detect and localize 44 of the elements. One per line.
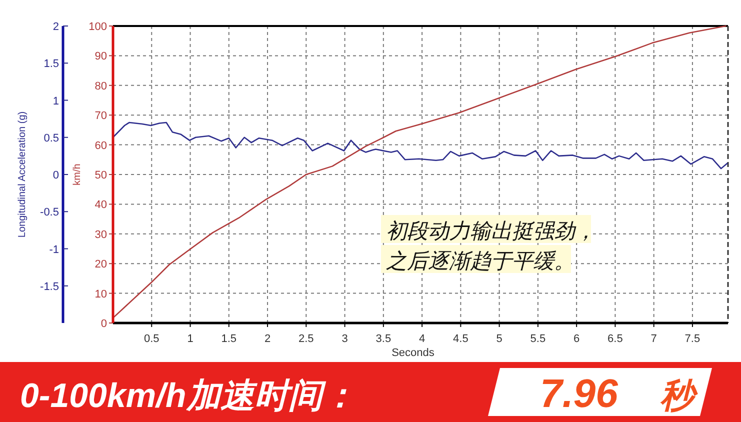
text: 7.96	[540, 372, 619, 416]
y2-tick-label: 70	[94, 110, 107, 122]
text: 秒	[660, 377, 698, 415]
y2-tick-label: 10	[94, 288, 107, 300]
x-tick-label: 6.5	[608, 333, 623, 345]
text: 0-100km/h加速时间：	[20, 377, 356, 415]
x-tick-label: 2	[264, 333, 271, 345]
y-tick-label: 0.5	[44, 132, 59, 144]
x-tick-label: 4	[418, 333, 426, 345]
y-tick-label: -1	[49, 244, 59, 256]
y2-tick-label: 50	[94, 170, 107, 182]
line-series	[112, 122, 728, 170]
x-tick-label: 5.5	[530, 333, 546, 345]
y2-tick-label: 30	[94, 228, 107, 241]
line-series	[112, 25, 726, 319]
annotation: 初段动力输出挺强劲，	[386, 220, 596, 243]
y-tick-label: 0	[52, 170, 59, 182]
x-tick-label: 6	[574, 333, 580, 345]
y-axis-title: Longitudinal Acceleration (g)	[17, 111, 28, 238]
annotation: 之后逐渐趋于平缓。	[386, 250, 575, 273]
y2-tick-label: 100	[88, 21, 107, 33]
y2-axis-title: km/h	[72, 164, 83, 186]
y2-tick-label: 40	[94, 199, 107, 212]
y2-tick-label: 0	[100, 318, 107, 330]
x-tick-label: 5	[496, 333, 502, 345]
y-tick-label: 1	[52, 95, 59, 108]
x-tick-label: 3.5	[376, 333, 392, 345]
x-tick-label: 0.5	[144, 333, 160, 345]
y-tick-label: -1.5	[40, 280, 59, 293]
y2-tick-label: 90	[94, 50, 107, 63]
x-tick-label: 3	[342, 333, 348, 345]
x-tick-label: 7.5	[684, 333, 700, 345]
x-tick-label: 7	[650, 333, 657, 345]
y2-tick-label: 60	[94, 140, 107, 152]
x-tick-label: 1.5	[221, 333, 237, 345]
y-tick-label: 2	[52, 21, 59, 33]
y2-tick-label: 80	[94, 80, 107, 92]
y-tick-label: 1.5	[44, 58, 59, 70]
x-tick-label: 2.5	[298, 333, 314, 345]
x-tick-label: 4.5	[453, 333, 468, 345]
y-tick-label: -0.5	[40, 206, 59, 219]
y2-tick-label: 20	[94, 258, 107, 271]
x-tick-label: 1	[187, 333, 194, 345]
x-axis-title: Seconds	[392, 347, 435, 359]
